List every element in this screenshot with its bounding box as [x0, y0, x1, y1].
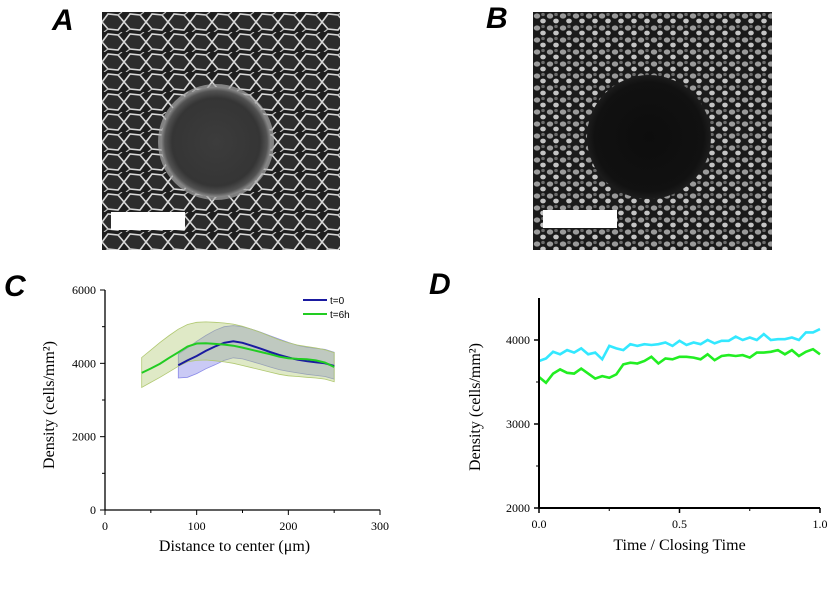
series-line-t=0 [177, 340, 335, 367]
x-axis-title: Distance to center (μm) [159, 538, 310, 555]
x-tick-label: 100 [188, 519, 206, 533]
series-line-t=6h [141, 342, 335, 374]
y-axis-title: Density (cells/mm²) [467, 343, 484, 471]
error-band-t=6h [141, 321, 335, 389]
y-tick-label: 2000 [506, 501, 530, 515]
x-tick-label: 1.0 [813, 517, 828, 531]
legend-label: t=0 [330, 296, 345, 307]
y-tick-label: 4000 [72, 356, 96, 370]
scale-bar [111, 212, 185, 230]
x-tick-label: 0.5 [672, 517, 687, 531]
y-tick-label: 2000 [72, 430, 96, 444]
x-tick-label: 200 [279, 519, 297, 533]
x-tick-label: 0 [102, 519, 108, 533]
y-tick-label: 0 [90, 503, 96, 517]
x-tick-label: 0.0 [532, 517, 547, 531]
phase-contrast-texture [102, 12, 340, 250]
series-line-cyan [538, 327, 821, 363]
x-tick-label: 300 [371, 519, 389, 533]
panel-label-a: A [52, 4, 74, 37]
series-line-green [538, 347, 821, 385]
y-tick-label: 6000 [72, 283, 96, 297]
panel-label-d: D [429, 268, 451, 301]
y-tick-label: 4000 [506, 333, 530, 347]
panel-label-c: C [4, 270, 26, 303]
legend-label: t=6h [330, 310, 350, 321]
fluorescence-texture [533, 12, 772, 250]
x-axis-title: Time / Closing Time [613, 537, 745, 554]
fluorescence-micrograph [533, 12, 772, 250]
y-tick-label: 3000 [506, 417, 530, 431]
panel-label-b: B [486, 2, 508, 35]
y-axis-title: Density (cells/mm²) [41, 341, 58, 469]
density-profile-chart: 0 2000 4000 6000 0 100 200 300 Distance to cente… [41, 283, 389, 555]
phase-contrast-micrograph [102, 12, 340, 250]
scale-bar [543, 210, 617, 228]
density-time-chart: 2000 3000 4000 0.0 0.5 1.0 Time / Closing Time… [467, 298, 828, 554]
